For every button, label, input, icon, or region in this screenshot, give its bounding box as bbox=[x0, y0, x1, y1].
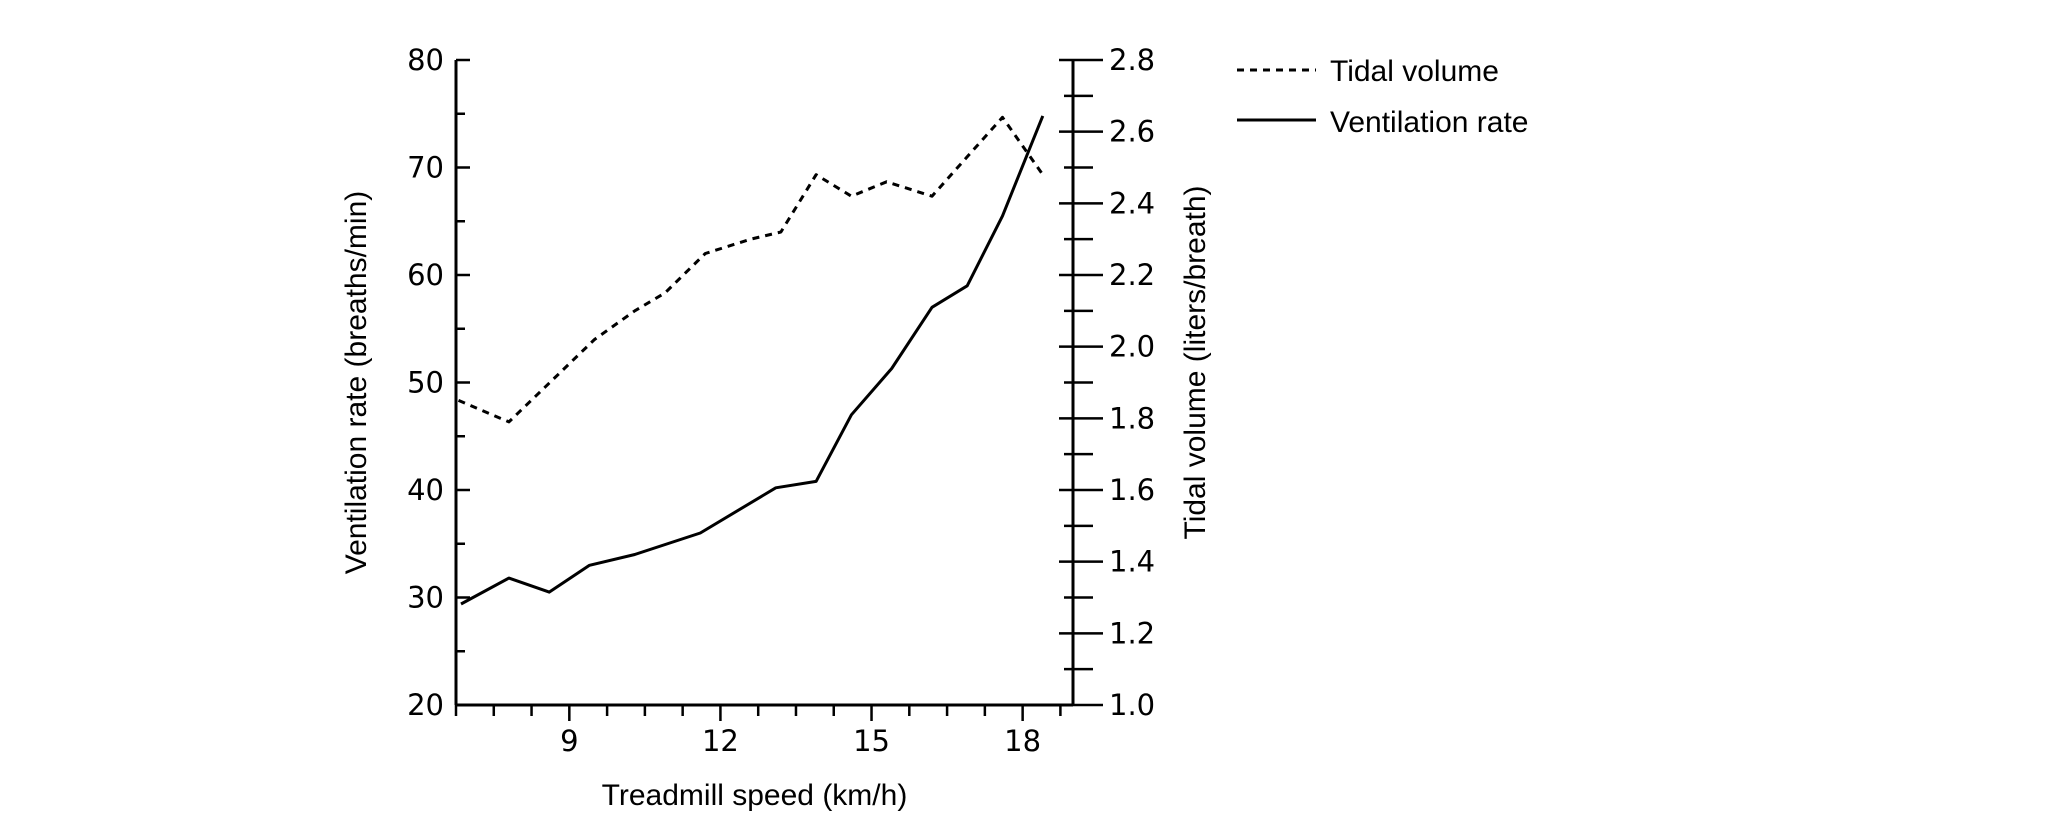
left-y-tick-label: 60 bbox=[407, 258, 444, 292]
x-tick-label: 9 bbox=[560, 724, 578, 758]
left-y-tick-label: 80 bbox=[407, 43, 444, 77]
right-y-tick-label: 2.4 bbox=[1109, 186, 1155, 220]
x-axis-title: Treadmill speed (km/h) bbox=[602, 779, 908, 812]
right-y-tick-label: 2.2 bbox=[1109, 258, 1155, 292]
right-y-tick-label: 1.0 bbox=[1109, 688, 1155, 722]
left-y-tick-label: 40 bbox=[407, 473, 444, 507]
x-tick-label: 18 bbox=[1004, 724, 1041, 758]
right-y-tick-label: 2.8 bbox=[1109, 43, 1155, 77]
right-y-tick-label: 2.6 bbox=[1109, 115, 1155, 149]
series-line-ventilation-rate bbox=[460, 115, 1045, 606]
x-tick-label: 12 bbox=[702, 724, 739, 758]
right-y-axis-title: Tidal volume (liters/breath) bbox=[1179, 185, 1212, 539]
left-y-tick-label: 30 bbox=[407, 581, 444, 615]
left-y-tick-label: 70 bbox=[407, 151, 444, 185]
left-y-axis-title: Ventilation rate (breaths/min) bbox=[340, 191, 373, 575]
left-y-tick-label: 50 bbox=[407, 366, 444, 400]
right-y-tick-label: 1.4 bbox=[1109, 545, 1155, 579]
legend-label-tidal-volume: Tidal volume bbox=[1330, 55, 1499, 88]
right-y-tick-label: 1.6 bbox=[1109, 473, 1155, 507]
left-y-tick-label: 20 bbox=[407, 688, 444, 722]
right-y-tick-label: 1.2 bbox=[1109, 616, 1155, 650]
legend: Tidal volume Ventilation rate bbox=[1237, 55, 1528, 139]
series-group bbox=[457, 115, 1045, 606]
right-y-tick-label: 1.8 bbox=[1109, 401, 1155, 435]
right-y-tick-label: 2.0 bbox=[1109, 330, 1155, 364]
series-line-tidal-volume bbox=[457, 115, 1045, 424]
ticks: 20 30 40 50 60 70 80 1.0 1.2 1.4 1.6 1.8 2.0 2.2 2.4 2.… bbox=[407, 43, 1155, 758]
x-tick-label: 15 bbox=[853, 724, 890, 758]
legend-label-ventilation-rate: Ventilation rate bbox=[1330, 106, 1528, 139]
